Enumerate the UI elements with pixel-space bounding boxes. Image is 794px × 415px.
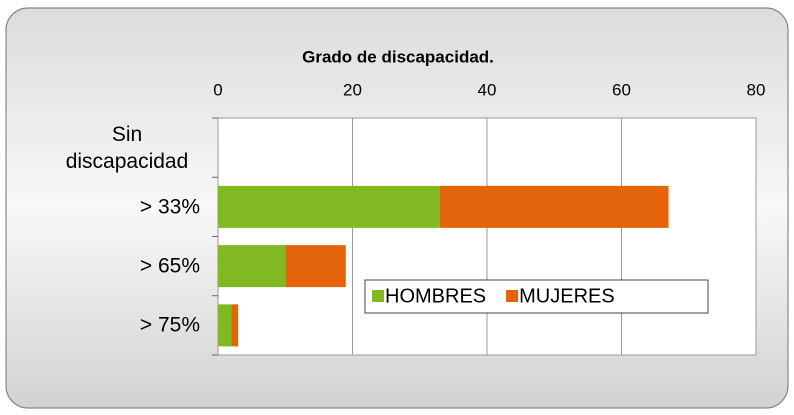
legend-box bbox=[364, 279, 709, 314]
y-tick-label: > 65% bbox=[139, 254, 200, 278]
bar bbox=[218, 185, 440, 228]
y-tick-label: Sin discapacidad bbox=[65, 122, 189, 173]
legend-label: MUJERES bbox=[519, 285, 615, 307]
bar bbox=[285, 245, 346, 288]
bar bbox=[218, 304, 232, 347]
legend-label: HOMBRES bbox=[385, 285, 486, 307]
chart-title: Grado de discapacidad. bbox=[302, 47, 494, 66]
x-tick-label: 80 bbox=[747, 80, 766, 99]
x-tick-label: 20 bbox=[343, 80, 362, 99]
bar bbox=[218, 245, 286, 288]
bar bbox=[231, 304, 239, 347]
y-tick-label: > 75% bbox=[139, 313, 200, 337]
x-tick-label: 0 bbox=[213, 80, 222, 99]
legend-swatch bbox=[372, 290, 384, 302]
bar bbox=[439, 185, 669, 228]
x-tick-label: 40 bbox=[478, 80, 497, 99]
legend-swatch bbox=[506, 290, 519, 302]
y-tick-label: > 33% bbox=[139, 195, 200, 219]
x-tick-label: 60 bbox=[612, 80, 631, 99]
